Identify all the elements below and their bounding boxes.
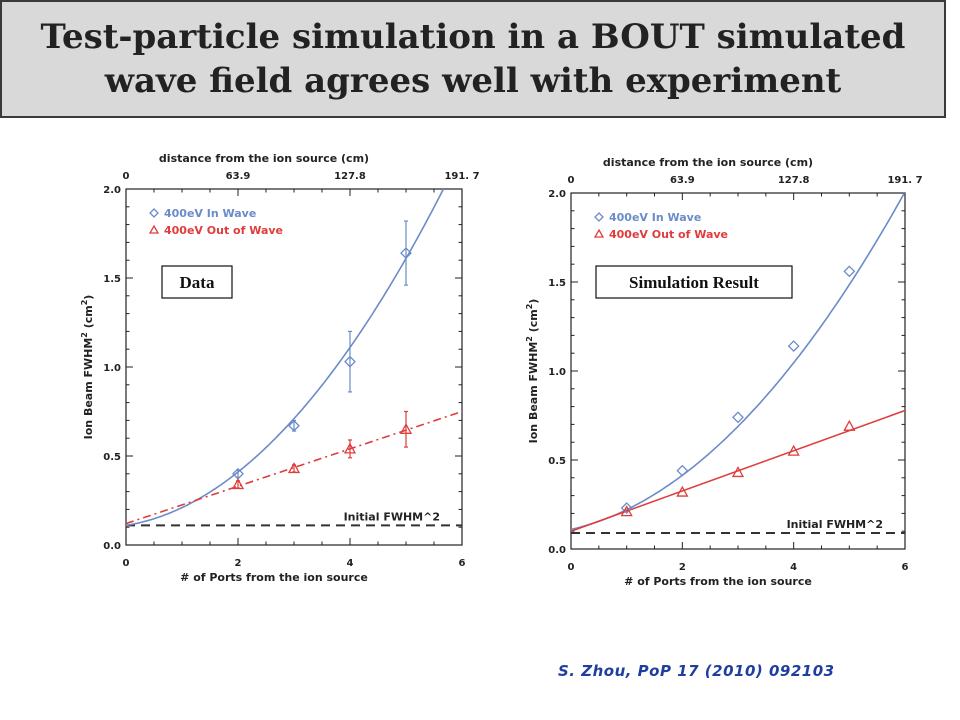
top-axis-title: distance from the ion source (cm)	[159, 152, 369, 165]
legend-marker-diamond	[149, 208, 159, 218]
x-tick-label: 4	[790, 562, 797, 573]
data-point-diamond	[787, 340, 800, 352]
data-point-triangle	[787, 444, 800, 456]
top-tick-label: 0	[568, 175, 575, 186]
x-tick-label: 4	[347, 558, 354, 569]
panel-label: Simulation Result	[629, 273, 759, 292]
data-point-diamond	[620, 502, 633, 514]
data-point-triangle	[399, 422, 413, 434]
fit-line	[570, 409, 906, 532]
top-tick-label: 63.9	[670, 175, 695, 186]
top-tick-label: 127.8	[778, 175, 810, 186]
legend-label: 400eV In Wave	[164, 207, 256, 220]
x-tick-label: 0	[123, 558, 130, 569]
data-point-diamond	[732, 411, 744, 424]
fit-line	[125, 188, 445, 527]
title-box: Test-particle simulation in a BOUT simul…	[0, 0, 946, 118]
y-tick-label: 0.5	[103, 452, 121, 463]
data-point-diamond	[400, 247, 412, 259]
top-tick-label: 191. 7	[444, 171, 479, 182]
legend-label: 400eV Out of Wave	[609, 228, 728, 241]
x-tick-label: 0	[568, 562, 575, 573]
top-tick-label: 127.8	[334, 171, 366, 182]
y-tick-label: 0.0	[548, 545, 566, 556]
data-point-diamond	[843, 265, 856, 278]
panel-label-box	[161, 265, 233, 299]
x-tick-label: 6	[902, 562, 909, 573]
top-tick-label: 191. 7	[887, 175, 922, 186]
data-point-triangle	[620, 505, 633, 517]
legend-marker-triangle	[593, 228, 605, 238]
y-axis-title: Ion Beam FWHM2 (cm2)	[525, 299, 540, 444]
data-point-triangle	[287, 462, 301, 474]
y-axis-title: Ion Beam FWHM2 (cm2)	[80, 295, 95, 440]
y-tick-label: 2.0	[548, 189, 566, 200]
x-axis-title: # of Ports from the ion source	[180, 571, 368, 584]
baseline-label: Initial FWHM^2	[344, 510, 440, 523]
legend-label: 400eV In Wave	[609, 211, 701, 224]
data-point-triangle	[231, 478, 245, 490]
y-tick-label: 1.0	[103, 363, 121, 374]
plot-frame	[570, 192, 906, 550]
y-tick-label: 0.5	[548, 456, 566, 467]
panel-label: Data	[180, 273, 215, 292]
baseline-label: Initial FWHM^2	[787, 518, 883, 531]
x-tick-label: 2	[235, 558, 242, 569]
data-point-triangle	[343, 442, 357, 454]
data-point-triangle	[676, 485, 689, 497]
data-point-diamond	[288, 419, 300, 432]
data-point-diamond	[676, 464, 689, 477]
y-tick-label: 0.0	[103, 541, 121, 552]
top-tick-label: 63.9	[226, 171, 251, 182]
slide-title: Test-particle simulation in a BOUT simul…	[40, 17, 906, 101]
legend-marker-diamond	[594, 212, 604, 222]
data-point-diamond	[344, 355, 356, 368]
top-tick-label: 0	[123, 171, 130, 182]
legend-label: 400eV Out of Wave	[164, 224, 283, 237]
y-tick-label: 1.5	[103, 274, 121, 285]
top-axis-title: distance from the ion source (cm)	[603, 156, 813, 169]
y-tick-label: 1.5	[548, 278, 566, 289]
panel-label-box	[595, 265, 793, 299]
citation-caption: S. Zhou, PoP 17 (2010) 092103	[558, 662, 835, 680]
data-point-triangle	[843, 419, 856, 431]
x-axis-title: # of Ports from the ion source	[624, 575, 812, 588]
data-point-triangle	[731, 466, 745, 478]
fit-line	[570, 192, 906, 531]
y-tick-label: 1.0	[548, 367, 566, 378]
y-tick-label: 2.0	[103, 185, 121, 196]
x-tick-label: 2	[679, 562, 686, 573]
x-tick-label: 6	[459, 558, 466, 569]
legend-marker-triangle	[148, 224, 160, 234]
